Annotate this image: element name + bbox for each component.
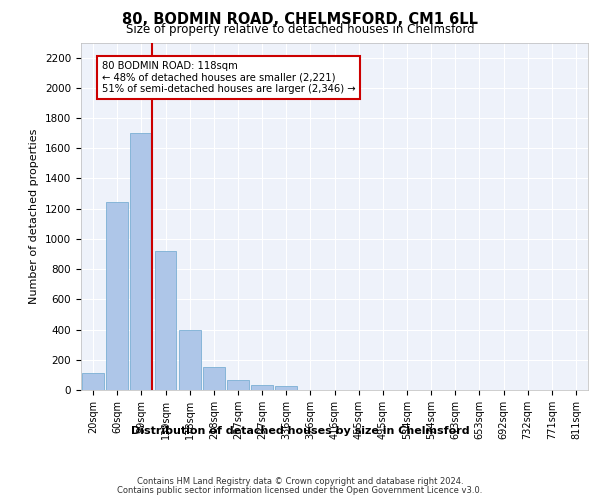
Text: Contains HM Land Registry data © Crown copyright and database right 2024.: Contains HM Land Registry data © Crown c…: [137, 478, 463, 486]
Text: Distribution of detached houses by size in Chelmsford: Distribution of detached houses by size …: [131, 426, 469, 436]
Text: Size of property relative to detached houses in Chelmsford: Size of property relative to detached ho…: [125, 22, 475, 36]
Bar: [251, 384, 273, 390]
Bar: [203, 368, 224, 390]
Text: 80 BODMIN ROAD: 118sqm
← 48% of detached houses are smaller (2,221)
51% of semi-: 80 BODMIN ROAD: 118sqm ← 48% of detached…: [101, 60, 355, 94]
Y-axis label: Number of detached properties: Number of detached properties: [29, 128, 40, 304]
Bar: [227, 380, 249, 390]
Bar: [179, 330, 200, 390]
Bar: [155, 251, 176, 390]
Text: Contains public sector information licensed under the Open Government Licence v3: Contains public sector information licen…: [118, 486, 482, 495]
Bar: [275, 386, 297, 390]
Bar: [82, 374, 104, 390]
Bar: [106, 202, 128, 390]
Bar: [130, 133, 152, 390]
Text: 80, BODMIN ROAD, CHELMSFORD, CM1 6LL: 80, BODMIN ROAD, CHELMSFORD, CM1 6LL: [122, 12, 478, 26]
